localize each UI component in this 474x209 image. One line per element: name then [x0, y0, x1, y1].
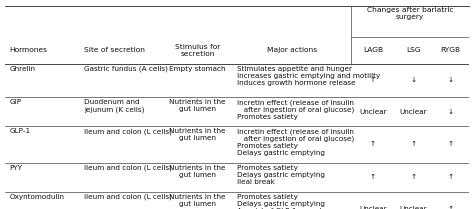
Text: RYGB: RYGB — [441, 47, 461, 53]
Text: LAGB: LAGB — [363, 47, 383, 53]
Text: ↑: ↑ — [447, 206, 454, 209]
Text: Hormones: Hormones — [9, 47, 47, 53]
Text: ↑: ↑ — [370, 77, 376, 83]
Text: Major actions: Major actions — [266, 47, 317, 53]
Text: Empty stomach: Empty stomach — [169, 66, 226, 72]
Text: Ghrelin: Ghrelin — [9, 66, 36, 72]
Text: Nutrients in the
gut lumen: Nutrients in the gut lumen — [169, 99, 226, 112]
Text: ↑: ↑ — [447, 174, 454, 180]
Text: Unclear: Unclear — [359, 109, 387, 115]
Text: Duodenum and
jejunum (K cells): Duodenum and jejunum (K cells) — [84, 99, 144, 113]
Text: ↑: ↑ — [410, 174, 417, 180]
Text: ↓: ↓ — [447, 109, 454, 115]
Text: Unclear: Unclear — [400, 206, 428, 209]
Text: Ileum and colon (L cells): Ileum and colon (L cells) — [84, 128, 172, 135]
Text: LSG: LSG — [406, 47, 421, 53]
Text: Ileum and colon (L cells): Ileum and colon (L cells) — [84, 194, 172, 200]
Text: ↑: ↑ — [447, 141, 454, 147]
Text: Unclear: Unclear — [359, 206, 387, 209]
Text: Promotes satiety
Delays gastric emptying
Ileal break: Promotes satiety Delays gastric emptying… — [237, 165, 325, 185]
Text: Changes after bariatric
surgery: Changes after bariatric surgery — [367, 7, 453, 20]
Text: ↑: ↑ — [370, 141, 376, 147]
Text: Nutrients in the
gut lumen: Nutrients in the gut lumen — [169, 128, 226, 141]
Text: Ileum and colon (L cells): Ileum and colon (L cells) — [84, 165, 172, 171]
Text: Incretin effect (release of insulin
   after ingestion of oral glucose)
Promotes: Incretin effect (release of insulin afte… — [237, 99, 354, 120]
Text: ↑: ↑ — [370, 174, 376, 180]
Text: GLP-1: GLP-1 — [9, 128, 30, 134]
Text: Stimulates appetite and hunger
Increases gastric emptying and motility
Induces g: Stimulates appetite and hunger Increases… — [237, 66, 380, 85]
Text: Stimulus for
secretion: Stimulus for secretion — [175, 44, 220, 57]
Text: PYY: PYY — [9, 165, 22, 171]
Text: Incretin effect (release of insulin
   after ingestion of oral glucose)
Promotes: Incretin effect (release of insulin afte… — [237, 128, 354, 156]
Text: Unclear: Unclear — [400, 109, 428, 115]
Text: Site of secretion: Site of secretion — [84, 47, 145, 53]
Text: ↑: ↑ — [410, 141, 417, 147]
Text: Promotes satiety
Delays gastric emptying
Agonist of GLP-1 receptors: Promotes satiety Delays gastric emptying… — [237, 194, 333, 209]
Text: Gastric fundus (A cells): Gastric fundus (A cells) — [84, 66, 168, 72]
Text: ↓: ↓ — [447, 77, 454, 83]
Text: GIP: GIP — [9, 99, 21, 105]
Text: Nutrients in the
gut lumen: Nutrients in the gut lumen — [169, 194, 226, 207]
Text: Oxyntomodulin: Oxyntomodulin — [9, 194, 64, 200]
Text: ↓: ↓ — [410, 77, 417, 83]
Text: Nutrients in the
gut lumen: Nutrients in the gut lumen — [169, 165, 226, 178]
